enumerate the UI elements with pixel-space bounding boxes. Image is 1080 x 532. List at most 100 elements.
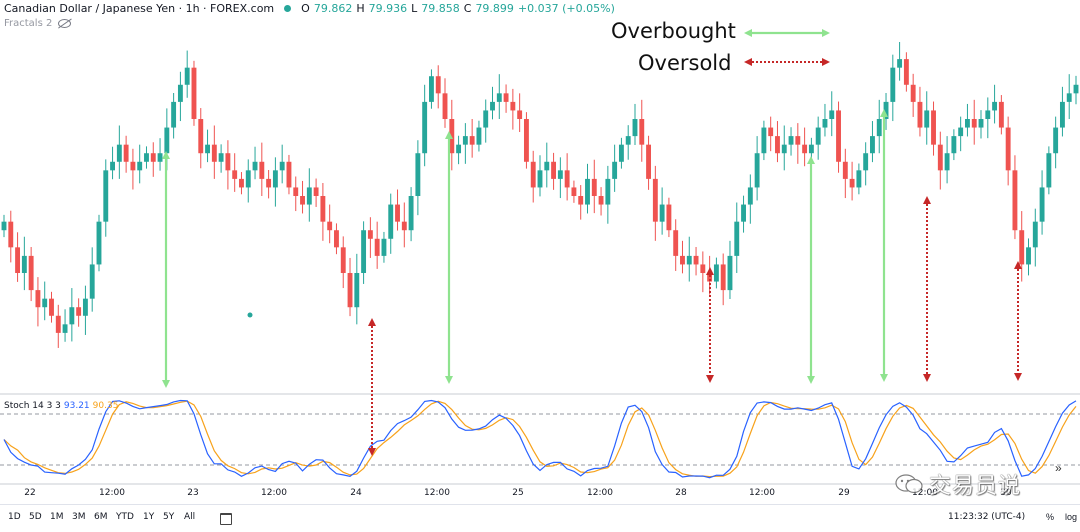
candle-body — [503, 93, 509, 102]
calendar-icon[interactable] — [220, 513, 232, 525]
stoch-k-value: 93.21 — [63, 401, 90, 411]
scroll-right-icon[interactable]: » — [1055, 461, 1062, 475]
candle-body — [741, 204, 746, 222]
timeframe-1y-button[interactable]: 1Y — [143, 512, 155, 522]
candle-body — [191, 67, 197, 119]
candle-body — [35, 290, 41, 308]
candle-body — [211, 144, 217, 162]
timeframe-1d-button[interactable]: 1D — [8, 512, 21, 522]
timeframe-5d-button[interactable]: 5D — [29, 512, 42, 522]
candle-body — [870, 136, 875, 154]
candle-body — [564, 170, 570, 188]
candle-body — [632, 119, 638, 137]
candle-body — [971, 119, 977, 128]
candle-body — [442, 93, 448, 119]
time-tick: 12:00 — [261, 488, 287, 498]
candle-body — [802, 144, 808, 154]
candle-body — [171, 101, 177, 128]
candle-body — [462, 136, 468, 145]
candle-body — [523, 119, 529, 162]
candle-body — [761, 127, 767, 154]
oversold-legend: Oversold — [638, 51, 732, 75]
close-value: 79.899 — [475, 2, 514, 15]
candle-body — [937, 144, 943, 171]
candle-body — [646, 144, 651, 179]
candle-body — [897, 59, 903, 68]
candle-body — [639, 119, 645, 145]
log-scale-toggle[interactable]: log — [1065, 512, 1078, 522]
candle-body — [313, 187, 319, 196]
candle-body — [720, 264, 726, 291]
candle-body — [1053, 127, 1059, 154]
candle-body — [625, 136, 631, 145]
candle-body — [286, 161, 292, 188]
candle-body — [652, 178, 658, 222]
time-tick: 12:00 — [99, 488, 125, 498]
candle-body — [137, 161, 143, 171]
candle-body — [951, 136, 957, 154]
candle-body — [252, 161, 258, 171]
stoch-k-line — [3, 399, 1077, 479]
stoch-legend[interactable]: Stoch 14 3 3 93.21 90.35 — [4, 401, 118, 411]
candle-body — [863, 153, 869, 171]
candle-body — [822, 119, 828, 128]
candle-body — [279, 161, 285, 171]
time-tick: 12:00 — [587, 488, 613, 498]
percent-scale-toggle[interactable]: % — [1046, 512, 1055, 522]
candle-body — [924, 110, 930, 128]
candle-body — [836, 110, 841, 162]
candle-body — [985, 110, 991, 119]
candle-body — [544, 161, 550, 171]
candle-body — [401, 221, 407, 231]
candle-body — [829, 110, 835, 119]
candle-body — [775, 136, 780, 154]
candle-body — [585, 178, 590, 205]
candle-body — [55, 315, 61, 333]
open-value: 79.862 — [313, 2, 353, 15]
candle-body — [259, 161, 265, 179]
candle-body — [89, 264, 95, 299]
candle-body — [347, 273, 353, 308]
timeframe-3m-button[interactable]: 3M — [72, 512, 86, 522]
timeframe-5y-button[interactable]: 5Y — [163, 512, 175, 522]
candle-body — [1, 221, 7, 231]
timeframe-ytd-button[interactable]: YTD — [116, 512, 134, 522]
candle-body — [1005, 127, 1011, 171]
candle-body — [876, 119, 882, 137]
candle-body — [198, 119, 204, 154]
candle-body — [917, 101, 923, 128]
candle-body — [103, 170, 109, 222]
candle-body — [768, 127, 774, 137]
low-value: 79.858 — [421, 2, 460, 15]
candle-body — [239, 178, 244, 188]
symbol-title[interactable]: Canadian Dollar / Japanese Yen · 1h · FO… — [4, 2, 275, 15]
candle-body — [571, 187, 577, 196]
candle-body — [300, 196, 305, 205]
stoch-label: Stoch 14 3 3 — [4, 401, 61, 411]
candle-body — [734, 221, 740, 256]
candle-body — [496, 93, 502, 102]
wechat-icon — [895, 473, 923, 495]
low-label: L — [411, 2, 418, 15]
candle-body — [177, 84, 183, 102]
fractal-marker — [247, 312, 253, 318]
candle-body — [82, 298, 88, 316]
hide-eye-icon[interactable] — [58, 19, 72, 28]
timeframe-1m-button[interactable]: 1M — [50, 512, 64, 522]
candle-body — [1059, 101, 1065, 128]
time-tick: 12:00 — [749, 488, 775, 498]
candle-body — [727, 255, 733, 291]
candle-body — [680, 255, 685, 265]
candle-body — [164, 127, 170, 154]
candle-body — [578, 196, 584, 205]
timeframe-all-button[interactable]: All — [184, 512, 196, 522]
candle-body — [1046, 153, 1052, 188]
fractals-label: Fractals 2 — [4, 18, 53, 29]
candle-body — [42, 298, 48, 308]
candle-body — [62, 324, 68, 333]
candle-body — [612, 161, 618, 179]
fractals-indicator[interactable]: Fractals 2 — [4, 18, 72, 29]
timeframe-6m-button[interactable]: 6M — [94, 512, 108, 522]
candle-body — [225, 153, 231, 171]
